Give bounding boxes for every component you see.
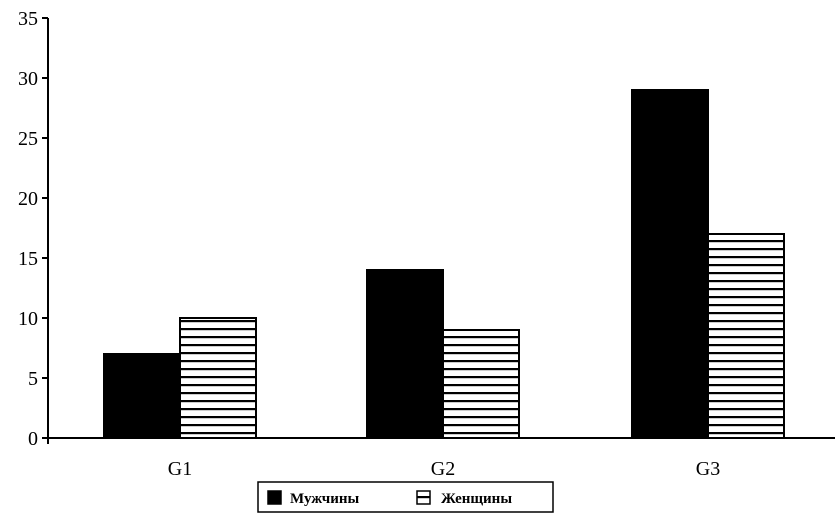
bar-g2-series-1 <box>366 269 444 439</box>
legend-swatch <box>267 490 282 505</box>
y-tick-label: 10 <box>18 308 38 330</box>
y-tick-label: 25 <box>18 128 38 150</box>
legend-box <box>257 481 554 513</box>
bar-g2-series-2 <box>442 329 520 439</box>
bar-g3-series-1 <box>631 89 709 439</box>
y-tick-label: 20 <box>18 188 38 210</box>
x-tick-label: G3 <box>696 458 720 480</box>
bar-g1-series-2 <box>179 317 257 439</box>
y-tick-label: 0 <box>28 428 38 450</box>
legend-label: Мужчины <box>290 491 360 507</box>
y-tick-label: 35 <box>18 8 38 30</box>
y-tick-label: 30 <box>18 68 38 90</box>
x-tick-label: G1 <box>168 458 192 480</box>
legend-label: Женщины <box>441 491 512 507</box>
x-tick-label: G2 <box>431 458 455 480</box>
y-tick-label: 5 <box>28 368 38 390</box>
chart-bars <box>103 89 785 439</box>
legend-swatch <box>416 490 431 505</box>
bar-g3-series-2 <box>707 233 785 439</box>
bar-g1-series-1 <box>103 353 181 439</box>
y-tick-label: 15 <box>18 248 38 270</box>
chart-legend: Мужчины Женщины <box>257 481 554 513</box>
